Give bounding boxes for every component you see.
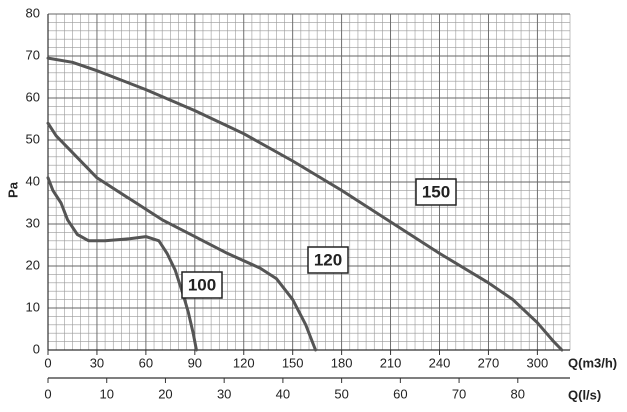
x2-tick-label: 60 (393, 386, 407, 401)
x-tick-label: 60 (139, 355, 153, 370)
x-tick-label: 210 (380, 355, 402, 370)
y-tick-label: 70 (26, 47, 40, 62)
x-tick-label: 30 (90, 355, 104, 370)
x2-tick-label: 40 (276, 386, 290, 401)
x-tick-label: 150 (282, 355, 304, 370)
y-tick-label: 50 (26, 131, 40, 146)
x-tick-label: 270 (478, 355, 500, 370)
y-tick-label: 30 (26, 215, 40, 230)
x2-tick-label: 70 (452, 386, 466, 401)
x2-tick-label: 0 (44, 386, 51, 401)
x-tick-label: 180 (331, 355, 353, 370)
curve-label-box (415, 178, 457, 206)
y-tick-label: 0 (33, 341, 40, 356)
y-tick-label: 80 (26, 5, 40, 20)
x2-tick-label: 20 (158, 386, 172, 401)
curve-label-box (181, 271, 223, 299)
curve (46, 121, 318, 352)
curve-label: 100 (188, 275, 216, 294)
y-axis-title: Pa (5, 181, 20, 198)
y-tick-label: 60 (26, 89, 40, 104)
x2-tick-label: 80 (511, 386, 525, 401)
x2-axis-title: Q(l/s) (568, 387, 601, 402)
y-tick-label: 20 (26, 257, 40, 272)
y-tick-label: 40 (26, 173, 40, 188)
curve-label-box (307, 246, 349, 274)
curve (46, 176, 198, 352)
x-tick-label: 0 (44, 355, 51, 370)
y-tick-label: 10 (26, 299, 40, 314)
x2-tick-label: 50 (334, 386, 348, 401)
curve-label: 150 (422, 182, 450, 201)
x-axis-title: Q(m3/h) (568, 355, 617, 370)
x2-tick-label: 30 (217, 386, 231, 401)
x-tick-label: 300 (527, 355, 549, 370)
x-tick-label: 90 (188, 355, 202, 370)
x-tick-label: 120 (233, 355, 255, 370)
x2-tick-label: 10 (99, 386, 113, 401)
curve (46, 56, 564, 352)
x-tick-label: 240 (429, 355, 451, 370)
curve-label: 120 (314, 250, 342, 269)
